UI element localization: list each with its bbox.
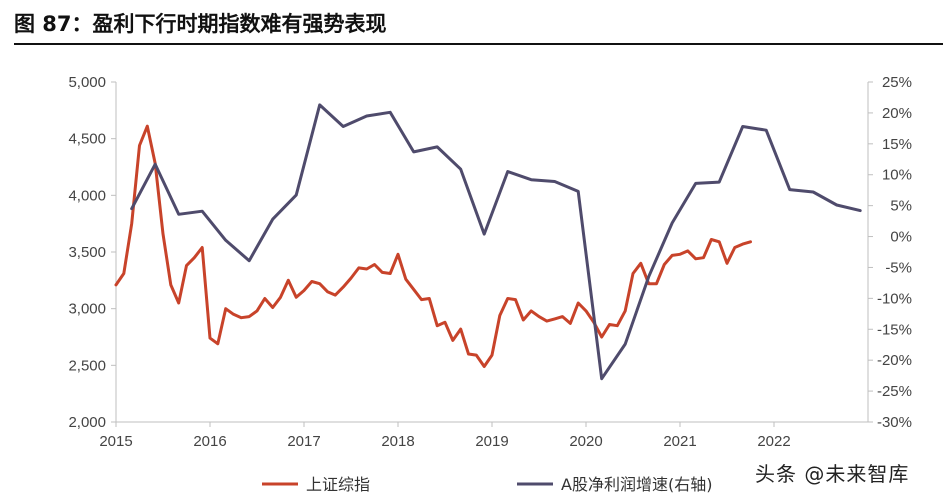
x-tick-label: 2021 [663,433,696,450]
right-tick-label: 5% [890,198,912,215]
chart-legend: 上证综指 A股净利润增速(右轴) [262,475,712,494]
right-tick-label: -25% [877,383,912,400]
title-underline [14,43,943,45]
right-tick-label: -10% [877,290,912,307]
left-tick-label: 3,500 [68,244,106,261]
right-tick-label: 15% [882,136,912,153]
right-tick-label: 25% [882,74,912,91]
chart-axes: 2,000 2,500 3,000 3,500 4,000 4,500 5,000 -30% -… [68,74,912,450]
right-tick-label: 10% [882,167,912,184]
right-tick-label: -15% [877,321,912,338]
left-tick-label: 4,500 [68,131,106,148]
series-line-shanghai-composite [114,124,752,368]
x-tick-label: 2022 [757,433,790,450]
left-tick-label: 3,000 [68,301,106,318]
x-tick-label: 2017 [287,433,320,450]
left-tick-label: 2,500 [68,357,106,374]
x-tick-label: 2016 [193,433,226,450]
legend-label: A股净利润增速(右轴) [561,475,712,494]
right-tick-label: -30% [877,414,912,431]
watermark: 头条 @未来智库 [755,462,910,486]
left-tick-label: 5,000 [68,74,106,91]
series-layer [114,103,862,381]
left-tick-label: 2,000 [68,414,106,431]
x-tick-label: 2020 [569,433,602,450]
right-tick-label: 0% [890,229,912,246]
chart-title: 图 87：盈利下行时期指数难有强势表现 [14,12,387,36]
x-tick-label: 2018 [381,433,414,450]
x-tick-label: 2019 [475,433,508,450]
right-tick-label: 20% [882,105,912,122]
legend-label: 上证综指 [306,475,370,494]
x-tick-label: 2015 [99,433,132,450]
left-tick-label: 4,000 [68,187,106,204]
series-line-a-share-profit-growth [130,103,862,381]
right-tick-label: -5% [885,259,912,276]
right-tick-label: -20% [877,352,912,369]
